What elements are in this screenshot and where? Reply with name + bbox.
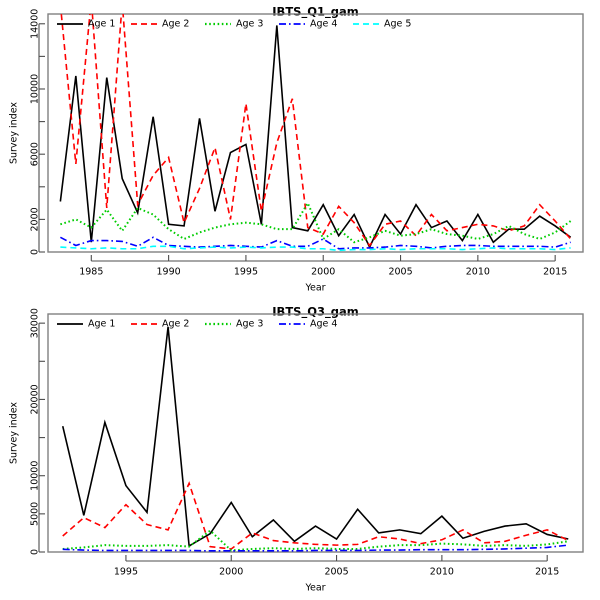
y-tick-label-q1: 0 bbox=[30, 249, 41, 255]
chart-title-q1: IBTS_Q1_gam bbox=[272, 5, 358, 20]
y-tick-label-q1: 10000 bbox=[30, 74, 41, 104]
x-tick-label-q1: 2000 bbox=[311, 267, 335, 278]
chart-panel-q3: IBTS_Q3_gam 0 5000 10000 20000 30000 Survey in… bbox=[0, 300, 600, 600]
x-tick-label-q1: 2015 bbox=[543, 267, 567, 278]
series-group-q1 bbox=[59, 14, 572, 252]
legend-label-age-5: Age 5 bbox=[384, 19, 411, 30]
plot-frame-q1 bbox=[47, 13, 584, 253]
legend-label-age-1: Age 1 bbox=[88, 19, 115, 30]
x-tick-label-q3: 2000 bbox=[219, 567, 243, 578]
y-tick-label-q3: 0 bbox=[30, 549, 41, 555]
x-tick-label-q1: 1985 bbox=[79, 267, 103, 278]
x-axis-title-q1: Year bbox=[304, 283, 325, 294]
y-axis-title-q1: Survey index bbox=[9, 102, 20, 164]
y-tick-label-q3: 5000 bbox=[30, 502, 41, 526]
chart-panel-q1: IBTS_Q1_gam 0 2000 6000 10000 14000 Survey ind… bbox=[9, 5, 584, 294]
series-line-age-4 bbox=[62, 544, 569, 552]
x-tick-label-q3: 1995 bbox=[114, 567, 138, 578]
legend-label-age-4: Age 4 bbox=[310, 319, 337, 330]
series-line-age-3 bbox=[62, 529, 569, 552]
x-tick-label-q3: 2015 bbox=[535, 567, 559, 578]
series-line-age-2 bbox=[62, 481, 569, 550]
legend-label-age-3: Age 3 bbox=[236, 19, 263, 30]
series-group-q3 bbox=[61, 326, 569, 552]
legend-label-age-2: Age 2 bbox=[162, 319, 189, 330]
x-tick-label-q3: 2010 bbox=[430, 567, 454, 578]
series-line-age-1 bbox=[59, 25, 572, 249]
x-tick-label-q1: 1990 bbox=[157, 267, 181, 278]
x-tick-label-q3: 2005 bbox=[324, 567, 348, 578]
series-line-age-3 bbox=[60, 200, 572, 244]
series-line-age-5 bbox=[60, 245, 571, 252]
legend-label-age-2: Age 2 bbox=[162, 19, 189, 30]
series-line-age-1 bbox=[61, 326, 569, 548]
y-tick-label-q3: 30000 bbox=[30, 308, 41, 338]
chart-title-q3: IBTS_Q3_gam bbox=[272, 305, 358, 320]
y-tick-label-q1: 6000 bbox=[30, 142, 41, 166]
y-tick-label-q3: 20000 bbox=[30, 384, 41, 414]
x-tick-label-q1: 2010 bbox=[466, 267, 490, 278]
series-line-age-4 bbox=[59, 236, 571, 250]
y-tick-label-q1: 14000 bbox=[30, 9, 41, 39]
plot-frame-q3 bbox=[47, 313, 584, 553]
y-tick-label-q1: 2000 bbox=[30, 207, 41, 231]
legend-q1: Age 1 Age 2 Age 3 Age 4 Age 5 bbox=[57, 19, 411, 30]
x-tick-label-q1: 1995 bbox=[234, 267, 258, 278]
x-axis-title-q3: Year bbox=[304, 583, 325, 594]
chart-svg-q3: IBTS_Q3_gam 0 5000 10000 20000 30000 Survey in… bbox=[9, 305, 584, 594]
chart-svg-q1: IBTS_Q1_gam 0 2000 6000 10000 14000 Survey ind… bbox=[9, 5, 584, 294]
y-axis-title-q3: Survey index bbox=[9, 402, 20, 464]
series-line-age-2 bbox=[60, 14, 572, 247]
legend-label-age-4: Age 4 bbox=[310, 19, 337, 30]
x-tick-label-q1: 2005 bbox=[388, 267, 412, 278]
legend-q3: Age 1 Age 2 Age 3 Age 4 bbox=[57, 319, 337, 330]
legend-label-age-1: Age 1 bbox=[88, 319, 115, 330]
legend-label-age-3: Age 3 bbox=[236, 319, 263, 330]
y-tick-label-q3: 10000 bbox=[30, 461, 41, 491]
